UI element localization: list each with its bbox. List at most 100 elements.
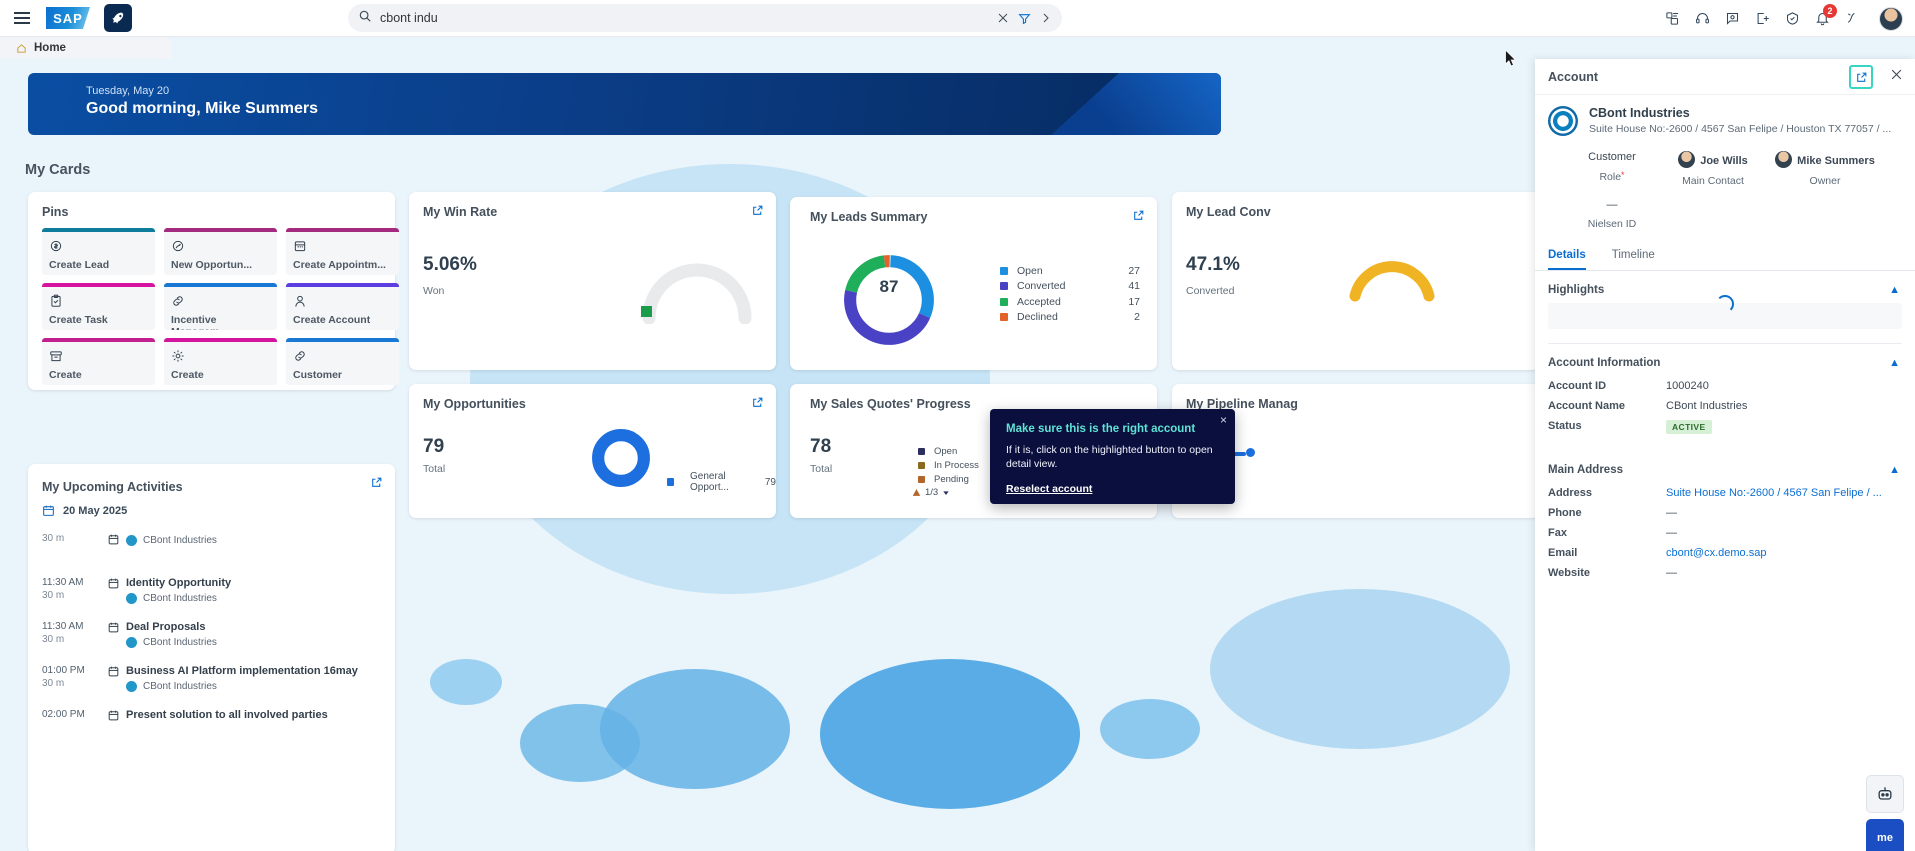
activities-list[interactable]: 30 m CBont Industries 11:30 AM 30 m Identity… <box>28 526 395 851</box>
win-rate-sub: Won <box>423 285 445 297</box>
legend-swatch <box>1000 313 1008 322</box>
activity-account: CBont Industries <box>126 681 395 692</box>
legend-row: Declined 2 <box>1000 310 1140 326</box>
win-rate-title: My Win Rate <box>423 205 498 219</box>
pin-label: New Opportun... <box>171 259 253 271</box>
win-rate-card: My Win Rate 5.06% Won <box>409 192 776 370</box>
shield-check-icon[interactable] <box>1785 11 1800 26</box>
owner-avatar <box>1775 151 1793 168</box>
activity-row[interactable]: 01:00 PM 30 m Business AI Platform impleme… <box>28 658 395 702</box>
pin-tile[interactable]: Customer <box>286 338 399 385</box>
field-row: Email cbont@cx.demo.sap <box>1535 543 1915 563</box>
activity-duration: 30 m <box>42 590 65 601</box>
sales-quotes-legend: Open In Process Pending <box>918 444 979 486</box>
assistant-button[interactable] <box>1866 775 1904 813</box>
legend-value: 41 <box>1128 280 1140 293</box>
reselect-account-link[interactable]: Reselect account <box>1006 483 1093 495</box>
avatar[interactable] <box>1879 6 1903 31</box>
open-in-new-icon[interactable] <box>751 396 764 414</box>
pin-tile[interactable]: Create Lead <box>42 228 155 275</box>
activity-account: CBont Industries <box>126 593 395 604</box>
account-information-fields: Account ID 1000240 Account Name CBont Indus… <box>1535 376 1915 438</box>
meta-main-contact-value: Joe Wills <box>1663 151 1763 168</box>
pin-tile[interactable]: Create <box>42 338 155 385</box>
calendar-icon <box>100 664 126 678</box>
tasks-icon[interactable] <box>1665 11 1680 26</box>
activity-row[interactable]: 30 m CBont Industries <box>28 526 395 570</box>
activity-title: Identity Opportunity <box>126 577 232 589</box>
legend-value: 2 <box>1134 311 1140 324</box>
opportunities-donut-chart <box>592 429 650 487</box>
pin-tile[interactable]: Create <box>164 338 277 385</box>
activity-icon[interactable] <box>1845 11 1860 26</box>
open-in-new-icon[interactable] <box>1132 209 1145 227</box>
me-button[interactable]: me <box>1866 819 1904 851</box>
activity-time: 11:30 AM 30 m <box>42 620 100 646</box>
close-icon[interactable]: × <box>1219 413 1227 427</box>
activities-date: 20 May 2025 <box>63 504 128 517</box>
activity-row[interactable]: 11:30 AM 30 m Identity Opportunity CBont In… <box>28 570 395 614</box>
pin-tile[interactable]: Incentive Managem... <box>164 283 277 330</box>
pin-tile[interactable]: Create Task <box>42 283 155 330</box>
add-to-list-icon[interactable] <box>1755 11 1770 26</box>
account-address: Suite House No:-2600 / 4567 San Felipe /… <box>1589 123 1892 135</box>
activity-duration: 30 m <box>42 533 65 544</box>
highlights-section-header[interactable]: Highlights ▲ <box>1535 271 1915 303</box>
tab-home[interactable]: Home <box>0 37 172 59</box>
pin-tile[interactable]: New Opportun... <box>164 228 277 275</box>
warning-icon <box>912 489 921 496</box>
pin-accent-bar <box>42 338 155 342</box>
field-value-link[interactable]: cbont@cx.demo.sap <box>1666 547 1767 559</box>
submit-icon[interactable] <box>1040 12 1052 24</box>
highlights-title: Highlights <box>1548 284 1605 296</box>
account-icon <box>126 681 137 692</box>
nielsen-value: — <box>1606 199 1618 211</box>
field-value-link[interactable]: Suite House No:-2600 / 4567 San Felipe /… <box>1666 487 1882 499</box>
meta-owner-value: Mike Summers <box>1773 151 1877 168</box>
headset-icon[interactable] <box>1695 11 1710 26</box>
tab-details[interactable]: Details <box>1548 243 1586 270</box>
legend-row: In Process <box>918 458 979 472</box>
activity-row[interactable]: 02:00 PM Present solution to all involved… <box>28 702 395 746</box>
chevron-up-icon[interactable]: ▲ <box>1889 357 1900 369</box>
chat-icon[interactable] <box>1725 11 1740 26</box>
calendar-icon <box>43 505 54 516</box>
bell-icon[interactable]: 2 <box>1815 4 1837 26</box>
activity-row[interactable]: 11:30 AM 30 m Deal Proposals CBont Industri… <box>28 614 395 658</box>
chevron-up-icon[interactable]: ▲ <box>1889 284 1900 296</box>
pin-label: Create Lead <box>49 259 110 271</box>
filter-icon[interactable] <box>1018 12 1031 25</box>
win-rate-gauge <box>642 263 752 324</box>
sap-logo: SAP <box>46 7 90 29</box>
open-detail-view-button[interactable] <box>1849 65 1873 89</box>
open-in-new-icon[interactable] <box>370 476 383 494</box>
rocket-icon[interactable] <box>104 4 132 32</box>
legend-label: In Process <box>934 459 979 471</box>
pin-tile[interactable]: Create Appointm... <box>286 228 399 275</box>
meta-owner: Mike Summers Owner <box>1773 151 1877 187</box>
chevron-up-icon[interactable]: ▲ <box>1889 464 1900 476</box>
search-input[interactable] <box>380 11 997 25</box>
legend-label: Accepted <box>1017 295 1061 308</box>
clear-icon[interactable] <box>997 12 1009 24</box>
meta-nielsen: — Nielsen ID <box>1571 199 1653 230</box>
field-value: — <box>1666 567 1677 579</box>
lead-conversion-title: My Lead Conv <box>1186 205 1271 219</box>
global-search[interactable] <box>348 4 1062 32</box>
legend-label: Open <box>1017 264 1043 277</box>
main-address-section-header[interactable]: Main Address ▲ <box>1535 438 1915 483</box>
legend-label: Converted <box>1017 280 1066 293</box>
legend-label: Declined <box>1017 311 1058 324</box>
account-information-section-header[interactable]: Account Information ▲ <box>1535 344 1915 376</box>
field-value: 1000240 <box>1666 380 1709 392</box>
chevron-down-icon <box>943 490 949 495</box>
pin-tile[interactable]: Create Account <box>286 283 399 330</box>
close-panel-button[interactable] <box>1890 68 1903 86</box>
pin-accent-bar <box>286 228 399 232</box>
tab-timeline[interactable]: Timeline <box>1611 249 1655 261</box>
activities-date-row[interactable]: 20 May 2025 <box>42 504 127 517</box>
pin-accent-bar <box>164 228 277 232</box>
open-in-new-icon[interactable] <box>751 204 764 222</box>
field-value: — <box>1666 527 1677 539</box>
hamburger-icon[interactable] <box>14 12 30 24</box>
